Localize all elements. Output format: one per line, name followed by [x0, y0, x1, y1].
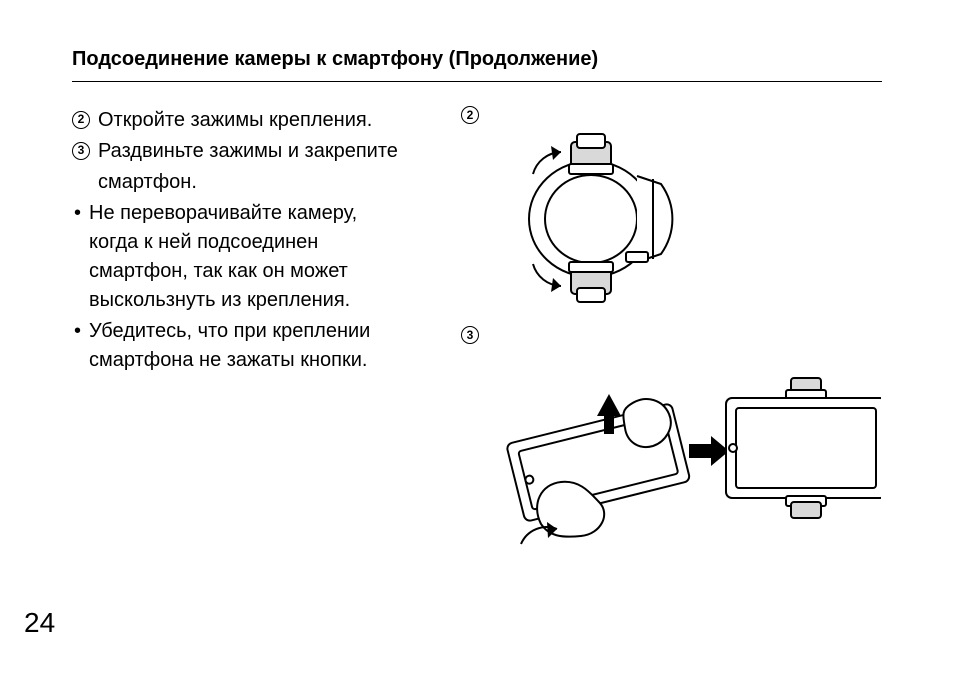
figure-number-icon: 2	[461, 106, 479, 124]
figure-number-icon: 3	[461, 326, 479, 344]
step-number-icon: 3	[72, 142, 90, 160]
bullet-line: смартфона не зажаты кнопки.	[89, 346, 437, 375]
manual-page: Подсоединение камеры к смартфону (Продол…	[0, 0, 954, 576]
note-bullet: • Не переворачивайте камеру, когда к ней…	[72, 199, 437, 315]
step-number-icon: 2	[72, 111, 90, 129]
note-bullet: • Убедитесь, что при креплении смартфона…	[72, 317, 437, 375]
instruction-text-column: 2 Откройте зажимы крепления. 3 Раздвиньт…	[72, 106, 437, 576]
figure-3: 3	[461, 326, 882, 554]
figure-2: 2	[461, 106, 882, 304]
step-3: 3 Раздвиньте зажимы и закрепите	[72, 137, 437, 166]
illustration-column: 2	[461, 106, 882, 576]
bullet-line: когда к ней подсоединен	[89, 228, 437, 257]
bullet-text: Убедитесь, что при креплении смартфона н…	[89, 317, 437, 375]
step-text-cont: смартфон.	[72, 168, 437, 197]
page-number: 24	[24, 607, 55, 639]
step-text: Откройте зажимы крепления.	[98, 106, 437, 135]
bullet-line: выскользнуть из крепления.	[89, 286, 437, 315]
bullet-icon: •	[74, 317, 81, 346]
bullet-line: Убедитесь, что при креплении	[89, 317, 437, 346]
step-2: 2 Откройте зажимы крепления.	[72, 106, 437, 135]
page-title: Подсоединение камеры к смартфону (Продол…	[72, 48, 882, 82]
content-row: 2 Откройте зажимы крепления. 3 Раздвиньт…	[72, 106, 882, 576]
camera-clips-illustration	[461, 124, 681, 304]
attach-phone-illustration	[461, 344, 881, 554]
bullet-text: Не переворачивайте камеру, когда к ней п…	[89, 199, 437, 315]
bullet-line: Не переворачивайте камеру,	[89, 199, 437, 228]
step-text: Раздвиньте зажимы и закрепите	[98, 137, 437, 166]
bullet-icon: •	[74, 199, 81, 228]
bullet-line: смартфон, так как он может	[89, 257, 437, 286]
